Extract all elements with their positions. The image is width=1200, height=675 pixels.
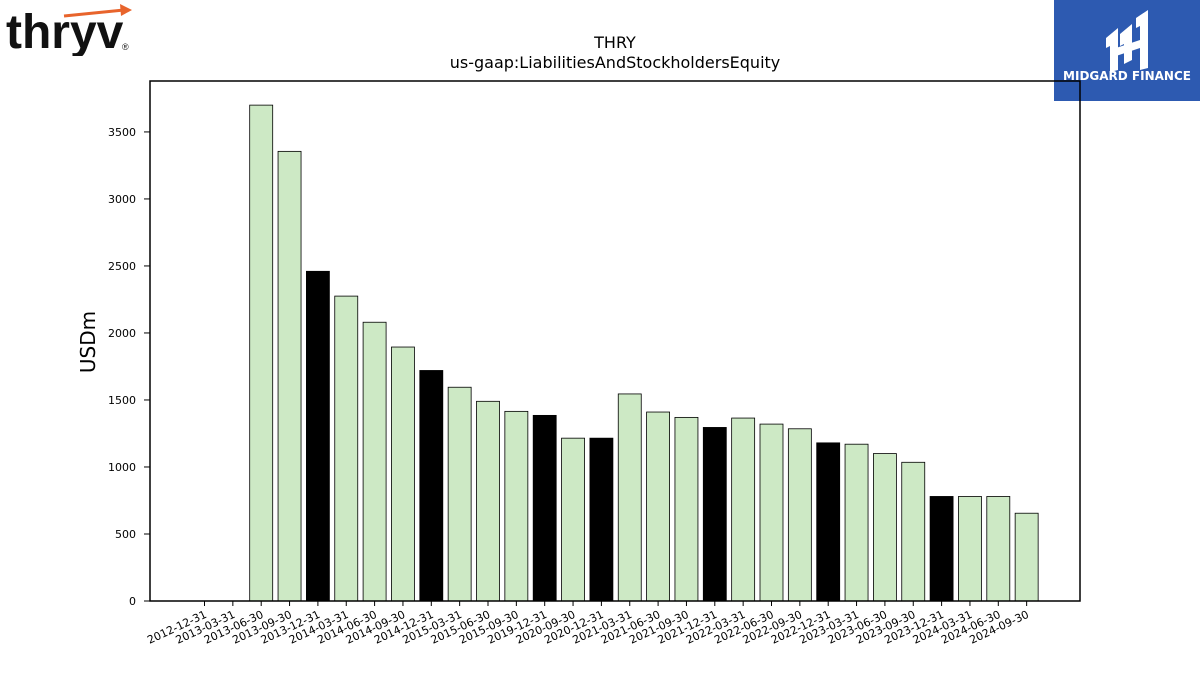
bar-2014-09-30 [391, 346, 415, 602]
bar-2024-03-31 [958, 496, 982, 602]
svg-text:®: ® [122, 42, 129, 52]
bar-2022-09-30 [787, 428, 812, 602]
bar-2024-06-30 [986, 496, 1011, 602]
bar-2022-03-31 [731, 417, 756, 602]
plot-frame [149, 80, 1081, 602]
bar-2013-06-30 [249, 104, 274, 602]
bar-2015-06-30 [476, 400, 500, 602]
bar-2014-06-30 [362, 321, 387, 602]
y-tick-label: 500 [115, 528, 136, 541]
bar-2014-03-31 [334, 295, 359, 602]
bar-2021-06-30 [646, 411, 670, 602]
y-tick-label: 3000 [108, 193, 136, 206]
bar-2023-12-31 [929, 496, 954, 602]
bar-2021-12-31 [702, 427, 727, 602]
bar-2024-09-30 [1014, 512, 1039, 602]
y-tick-label: 2000 [108, 327, 136, 340]
y-tick-label: 2500 [108, 260, 136, 273]
bar-2022-06-30 [759, 423, 784, 602]
x-axis: 2012-12-312013-03-312013-06-302013-09-30… [145, 601, 1031, 647]
y-tick-label: 1500 [108, 394, 136, 407]
bar-2023-03-31 [844, 443, 869, 602]
y-tick-label: 0 [129, 595, 136, 608]
chart-title: THRY [593, 33, 636, 52]
bar-2019-12-31 [532, 414, 557, 602]
bar-2023-06-30 [873, 453, 897, 602]
bar-2015-03-31 [447, 386, 472, 602]
y-tick-label: 1000 [108, 461, 136, 474]
bar-2021-03-31 [617, 393, 642, 602]
y-axis: 0 500 1000 1500 2000 2500 3000 3500 [108, 126, 150, 608]
bar-2020-09-30 [561, 437, 585, 602]
bar-2013-09-30 [277, 150, 302, 602]
svg-text:thryv: thryv [6, 6, 124, 56]
bar-2014-12-31 [419, 370, 444, 602]
bars-group [249, 104, 1039, 602]
bar-2023-09-30 [901, 461, 926, 602]
bar-2022-12-31 [816, 442, 841, 602]
bar-2021-09-30 [674, 416, 699, 602]
chart-subtitle: us-gaap:LiabilitiesAndStockholdersEquity [450, 53, 781, 72]
midgard-finance-logo: MIDGARD FINANCE [1054, 0, 1200, 101]
bar-2020-12-31 [589, 437, 614, 602]
thryv-logo: thryv ® [6, 4, 132, 56]
y-axis-label: USDm [76, 311, 100, 373]
bar-2013-12-31 [305, 270, 330, 602]
bar-2015-09-30 [504, 410, 529, 602]
y-tick-label: 3500 [108, 126, 136, 139]
svg-text:MIDGARD FINANCE: MIDGARD FINANCE [1063, 69, 1191, 83]
